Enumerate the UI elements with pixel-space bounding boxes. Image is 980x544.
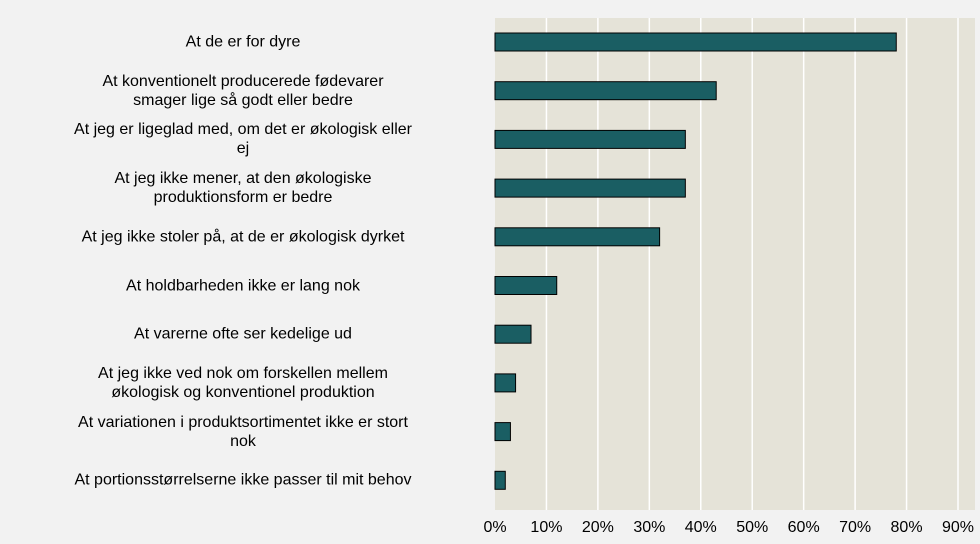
x-tick-label: 60% [788, 519, 820, 536]
x-tick-label: 30% [633, 519, 665, 536]
bar [494, 81, 717, 101]
bar [494, 324, 532, 344]
y-tick-label: At jeg er ligeglad med, om det er økolog… [74, 121, 412, 158]
y-tick-label: At varerne ofte ser kedelige ud [134, 325, 352, 343]
bar [494, 178, 686, 198]
y-tick-label: At konventionelt producerede fødevarer s… [102, 72, 384, 109]
y-tick-label: At holdbarheden ikke er lang nok [126, 277, 360, 294]
bar [494, 373, 517, 393]
bar [494, 276, 558, 295]
x-tick-label: 10% [530, 519, 562, 536]
y-tick-label: At portionsstørrelserne ikke passer til … [74, 471, 412, 489]
x-tick-label: 40% [685, 519, 717, 536]
bar [494, 129, 686, 149]
y-tick-label: At variationen i produktsortimentet ikke… [78, 413, 408, 450]
y-tick-label: At de er for dyre [185, 33, 301, 51]
x-tick-label: 90% [942, 519, 974, 536]
bar [494, 470, 506, 490]
x-tick-label: 70% [839, 519, 871, 536]
y-tick-label: At jeg ikke ved nok om forskellen mellem… [98, 364, 388, 401]
bar [494, 227, 661, 247]
x-tick-label: 50% [736, 519, 768, 536]
x-tick-label: 0% [483, 519, 506, 536]
bar [494, 422, 511, 442]
bar [494, 32, 897, 52]
y-tick-label: At jeg ikke mener, at den økologiske pro… [114, 170, 372, 207]
x-tick-label: 80% [891, 519, 923, 536]
y-tick-label: At jeg ikke stoler på, at de er økologis… [81, 228, 405, 246]
x-tick-label: 20% [582, 519, 614, 536]
